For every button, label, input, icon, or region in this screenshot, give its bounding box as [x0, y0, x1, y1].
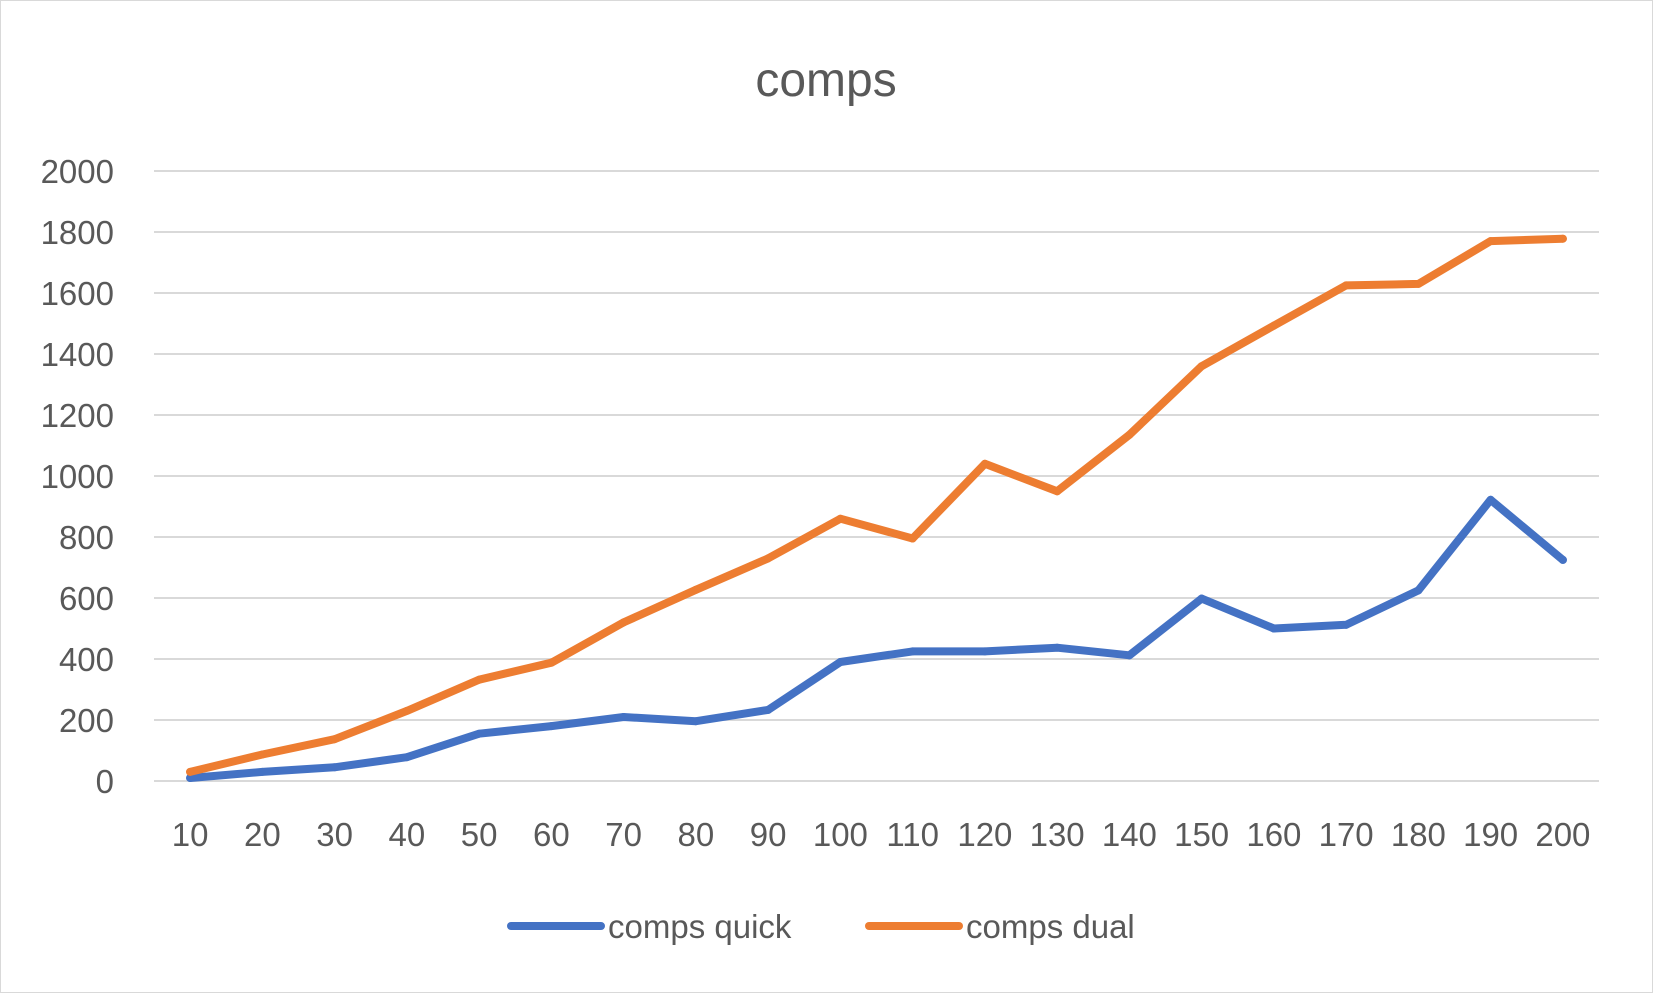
x-tick-label: 40 — [389, 816, 426, 853]
y-tick-label: 200 — [59, 702, 114, 739]
x-tick-label: 100 — [813, 816, 868, 853]
data-point — [836, 514, 845, 523]
data-point — [908, 647, 917, 656]
data-point — [258, 767, 267, 776]
data-point — [186, 767, 195, 776]
data-point — [619, 712, 628, 721]
x-tick-label: 110 — [886, 816, 939, 853]
x-tick-label: 150 — [1174, 816, 1229, 853]
data-point — [258, 750, 267, 759]
y-tick-label: 0 — [96, 763, 114, 800]
series-line-comps-quick — [186, 495, 1567, 782]
x-tick-label: 20 — [244, 816, 281, 853]
legend: comps quick comps dual — [507, 908, 1135, 945]
data-point — [764, 705, 773, 714]
y-tick-label: 1400 — [41, 336, 114, 373]
data-point — [980, 647, 989, 656]
data-point — [980, 459, 989, 468]
y-tick-label: 2000 — [41, 153, 114, 190]
data-point — [691, 585, 700, 594]
y-tick-label: 400 — [59, 641, 114, 678]
data-point — [1342, 620, 1351, 629]
data-point — [1269, 321, 1278, 330]
x-tick-label: 170 — [1319, 816, 1374, 853]
data-point — [619, 618, 628, 627]
x-tick-label: 30 — [316, 816, 353, 853]
data-point — [1486, 237, 1495, 246]
x-tick-label: 130 — [1030, 816, 1085, 853]
data-point — [1197, 594, 1206, 603]
data-point — [1414, 586, 1423, 595]
x-axis: 10 20 30 40 50 60 70 80 90 100 110 120 130 140 150 160 1… — [172, 816, 1591, 853]
x-tick-label: 80 — [678, 816, 715, 853]
data-point — [1125, 430, 1134, 439]
y-tick-label: 800 — [59, 519, 114, 556]
data-point — [475, 729, 484, 738]
x-tick-label: 60 — [533, 816, 570, 853]
x-tick-label: 160 — [1246, 816, 1301, 853]
data-point — [1558, 555, 1567, 564]
y-tick-label: 1800 — [41, 214, 114, 251]
x-tick-label: 120 — [957, 816, 1012, 853]
data-point — [402, 753, 411, 762]
x-tick-label: 200 — [1535, 816, 1590, 853]
data-point — [330, 763, 339, 772]
x-tick-label: 190 — [1463, 816, 1518, 853]
data-point — [186, 773, 195, 782]
data-point — [1558, 234, 1567, 243]
data-point — [1486, 495, 1495, 504]
y-tick-label: 1000 — [41, 458, 114, 495]
x-tick-label: 180 — [1391, 816, 1446, 853]
chart-title: comps — [755, 54, 896, 107]
y-axis: 0 200 400 600 800 1000 1200 1400 1600 1800 2000 — [41, 153, 114, 800]
data-point — [1197, 362, 1206, 371]
data-point — [836, 658, 845, 667]
data-point — [1053, 643, 1062, 652]
data-point — [402, 706, 411, 715]
x-tick-label: 70 — [605, 816, 642, 853]
data-point — [1053, 487, 1062, 496]
x-tick-label: 140 — [1102, 816, 1157, 853]
series-layer — [186, 234, 1567, 782]
legend-label: comps quick — [608, 908, 792, 945]
y-tick-label: 1600 — [41, 275, 114, 312]
data-point — [1125, 651, 1134, 660]
data-point — [547, 658, 556, 667]
data-point — [547, 722, 556, 731]
legend-label: comps dual — [966, 908, 1135, 945]
data-point — [691, 717, 700, 726]
data-point — [1342, 281, 1351, 290]
y-tick-label: 600 — [59, 580, 114, 617]
x-tick-label: 10 — [172, 816, 209, 853]
x-tick-label: 50 — [461, 816, 498, 853]
data-point — [475, 675, 484, 684]
data-point — [908, 534, 917, 543]
data-point — [330, 735, 339, 744]
data-point — [764, 554, 773, 563]
data-point — [1269, 624, 1278, 633]
gridlines — [154, 170, 1599, 782]
series-line-comps-dual — [186, 234, 1567, 776]
data-point — [1414, 279, 1423, 288]
x-tick-label: 90 — [750, 816, 787, 853]
y-tick-label: 1200 — [41, 397, 114, 434]
